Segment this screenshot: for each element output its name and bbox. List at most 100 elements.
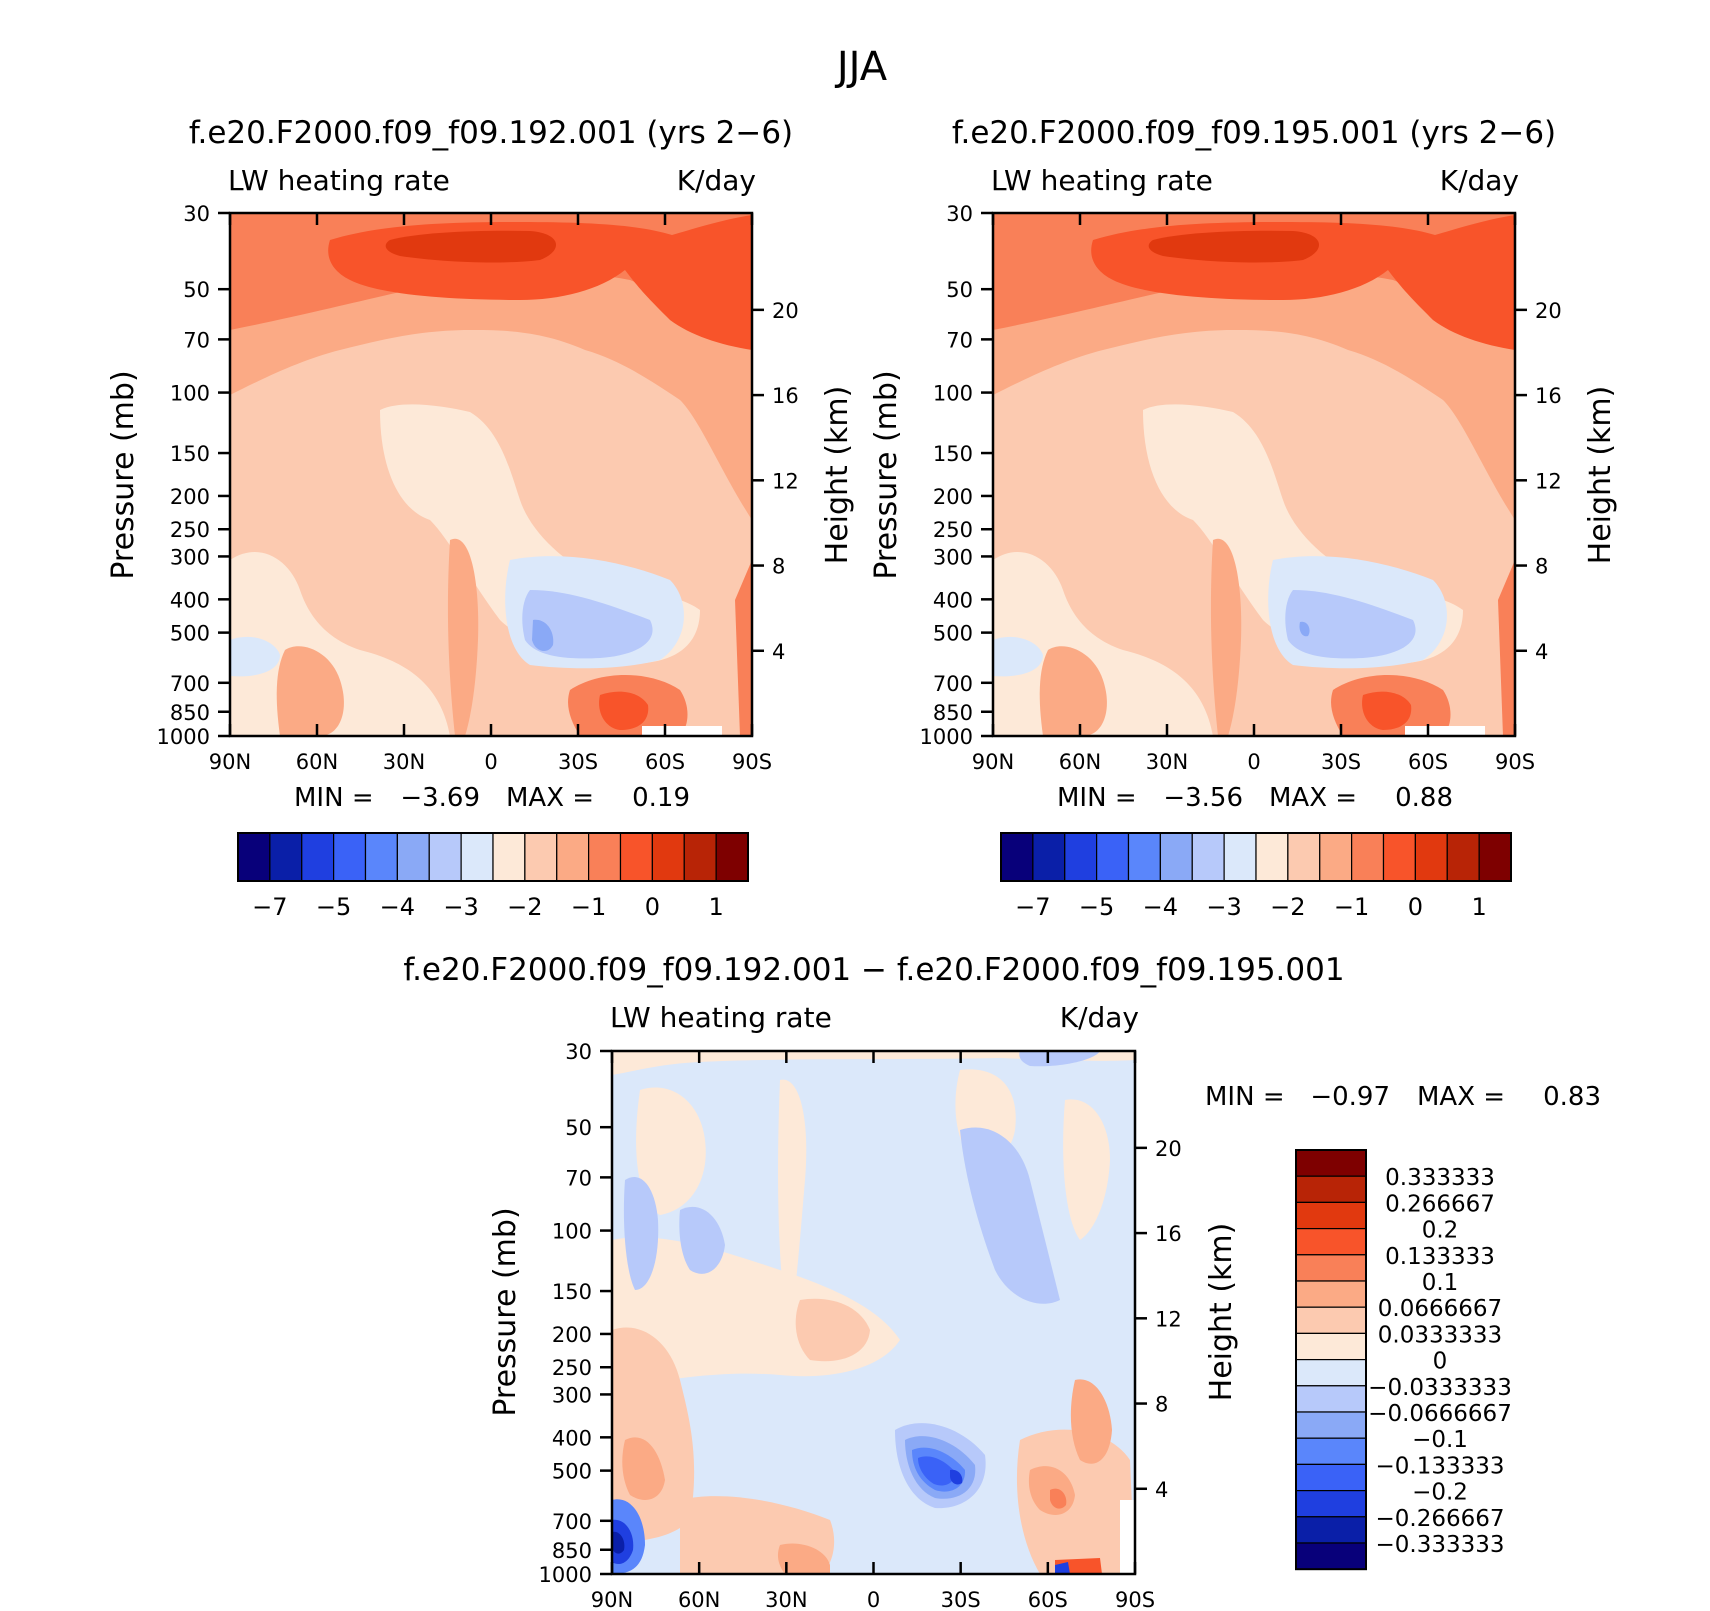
y2-tick-label: 4 bbox=[1535, 640, 1548, 664]
y-tick-label: 30 bbox=[183, 202, 210, 226]
colorbar-frame bbox=[1295, 1149, 1367, 1571]
y-tick-label: 100 bbox=[170, 382, 210, 406]
colorbar-label: 0.0666667 bbox=[1378, 1296, 1502, 1322]
colorbar-swatch bbox=[1295, 1254, 1367, 1282]
diff-level-pos-col-b bbox=[778, 1079, 807, 1330]
colorbar-swatch bbox=[1382, 832, 1416, 882]
colorbar-label: 0.266667 bbox=[1385, 1191, 1495, 1217]
y-tick-label: 50 bbox=[183, 278, 210, 302]
field-level-blob-warm-a bbox=[447, 538, 479, 736]
y-tick-label: 200 bbox=[933, 485, 973, 509]
panel-right-y2label: Height (km) bbox=[1583, 386, 1618, 565]
panel-left-max-value: 0.19 bbox=[632, 783, 690, 813]
y-tick-label: 500 bbox=[933, 622, 973, 646]
colorbar-swatch bbox=[1295, 1306, 1367, 1334]
field-level-cold-left bbox=[230, 636, 280, 677]
panel-difference-max-value: 0.83 bbox=[1543, 1082, 1601, 1112]
panel-left-field bbox=[230, 213, 752, 736]
y-tick-label: 250 bbox=[170, 518, 210, 542]
y-tick-label: 850 bbox=[933, 701, 973, 725]
colorbar-label: 0 bbox=[645, 893, 660, 921]
diff-level-neg-floor-right bbox=[1055, 1562, 1070, 1574]
colorbar-label: −0.1 bbox=[1412, 1427, 1468, 1453]
field-level-pole-south bbox=[735, 560, 752, 736]
field-level-blob-warm-b bbox=[1039, 646, 1107, 736]
y2-tick-label: 20 bbox=[1155, 1137, 1182, 1161]
panel-right-max-label: MAX = bbox=[1269, 783, 1357, 813]
y-tick-label: 50 bbox=[565, 1116, 592, 1140]
field-level-blob-hottest-c bbox=[599, 691, 649, 730]
y-tick-label: 700 bbox=[170, 672, 210, 696]
colorbar-swatch bbox=[1000, 832, 1034, 882]
panel-right-min-label: MIN = bbox=[1057, 783, 1137, 813]
panel-right: f.e20.F2000.f09_f09.195.001 (yrs 2−6) LW… bbox=[869, 115, 1618, 921]
panel-left-ticks bbox=[218, 211, 764, 738]
y-tick-label: 300 bbox=[552, 1383, 592, 1407]
diff-level-nodata bbox=[1120, 1500, 1135, 1574]
colorbar-swatch bbox=[1096, 832, 1130, 882]
colorbar-label: −0.133333 bbox=[1375, 1453, 1504, 1479]
colorbar-swatch bbox=[1295, 1358, 1367, 1387]
y-tick-label: 30 bbox=[946, 202, 973, 226]
colorbar-swatch bbox=[1295, 1516, 1367, 1544]
colorbar-label: −4 bbox=[1143, 893, 1178, 921]
colorbar-swatch bbox=[1295, 1542, 1367, 1570]
y-tick-label: 1000 bbox=[539, 1563, 592, 1587]
x-tick-label: 0 bbox=[867, 1588, 880, 1611]
diff-level-neg-upper-right bbox=[960, 1127, 1060, 1304]
x-tick-label: 60S bbox=[645, 750, 685, 774]
colorbar-swatch bbox=[1478, 832, 1512, 882]
colorbar-frame bbox=[237, 832, 749, 882]
x-tick-label: 60N bbox=[296, 750, 338, 774]
y-tick-label: 100 bbox=[552, 1220, 592, 1244]
colorbar-label: −3 bbox=[1206, 893, 1241, 921]
panel-left-min-value: −3.69 bbox=[400, 783, 480, 813]
colorbar-label: 1 bbox=[708, 893, 723, 921]
x-tick-label: 30S bbox=[558, 750, 598, 774]
colorbar-label: −2 bbox=[507, 893, 542, 921]
x-tick-label: 60S bbox=[1408, 750, 1448, 774]
y2-tick-label: 8 bbox=[1535, 555, 1548, 579]
field-level-pole-south bbox=[1498, 560, 1515, 736]
colorbar-swatch bbox=[1446, 832, 1480, 882]
colorbar-label: −1 bbox=[1334, 893, 1369, 921]
x-tick-label: 90S bbox=[1495, 750, 1535, 774]
colorbar-swatch bbox=[683, 832, 717, 882]
diff-level-pos-right-lower bbox=[1016, 1429, 1135, 1574]
colorbar-swatch bbox=[1295, 1332, 1367, 1361]
y-tick-label: 70 bbox=[946, 328, 973, 352]
panel-difference-min-value: −0.97 bbox=[1310, 1082, 1390, 1112]
y2-tick-label: 12 bbox=[772, 469, 799, 493]
panel-difference-colorbar: 0.3333330.2666670.20.1333330.10.06666670… bbox=[1295, 1149, 1512, 1571]
x-tick-label: 30S bbox=[1321, 750, 1361, 774]
colorbar-label: −2 bbox=[1270, 893, 1305, 921]
y-tick-label: 200 bbox=[170, 485, 210, 509]
panel-difference-ylabel: Pressure (mb) bbox=[488, 1207, 523, 1416]
diff-level-neg-top-right bbox=[1019, 1051, 1100, 1067]
colorbar-swatch bbox=[1032, 832, 1066, 882]
diff-level-pos-floor-2 bbox=[777, 1543, 830, 1574]
colorbar-swatch bbox=[1159, 832, 1193, 882]
y-tick-label: 400 bbox=[170, 588, 210, 612]
y-tick-label: 30 bbox=[565, 1040, 592, 1064]
y-tick-label: 500 bbox=[552, 1460, 592, 1484]
y2-tick-label: 4 bbox=[772, 640, 785, 664]
colorbar-label: −5 bbox=[1079, 893, 1114, 921]
field-level-cold-left bbox=[993, 636, 1043, 677]
y2-tick-label: 8 bbox=[1155, 1393, 1168, 1417]
colorbar-swatch bbox=[1295, 1411, 1367, 1439]
y2-tick-label: 16 bbox=[772, 384, 799, 408]
colorbar-label: 0 bbox=[1433, 1349, 1448, 1375]
colorbar-swatch bbox=[1223, 832, 1257, 882]
field-level-nodata bbox=[1405, 726, 1485, 736]
colorbar-label: 1 bbox=[1471, 893, 1486, 921]
colorbar-swatch bbox=[396, 832, 430, 882]
panel-difference-units: K/day bbox=[1060, 1001, 1139, 1034]
y-tick-label: 50 bbox=[946, 278, 973, 302]
x-tick-label: 30N bbox=[1146, 750, 1188, 774]
x-tick-label: 60N bbox=[1059, 750, 1101, 774]
panel-right-title: f.e20.F2000.f09_f09.195.001 (yrs 2−6) bbox=[952, 115, 1556, 151]
panel-right-variable: LW heating rate bbox=[991, 164, 1213, 197]
colorbar-label: −0.266667 bbox=[1375, 1506, 1504, 1532]
panel-left-min-label: MIN = bbox=[294, 783, 374, 813]
